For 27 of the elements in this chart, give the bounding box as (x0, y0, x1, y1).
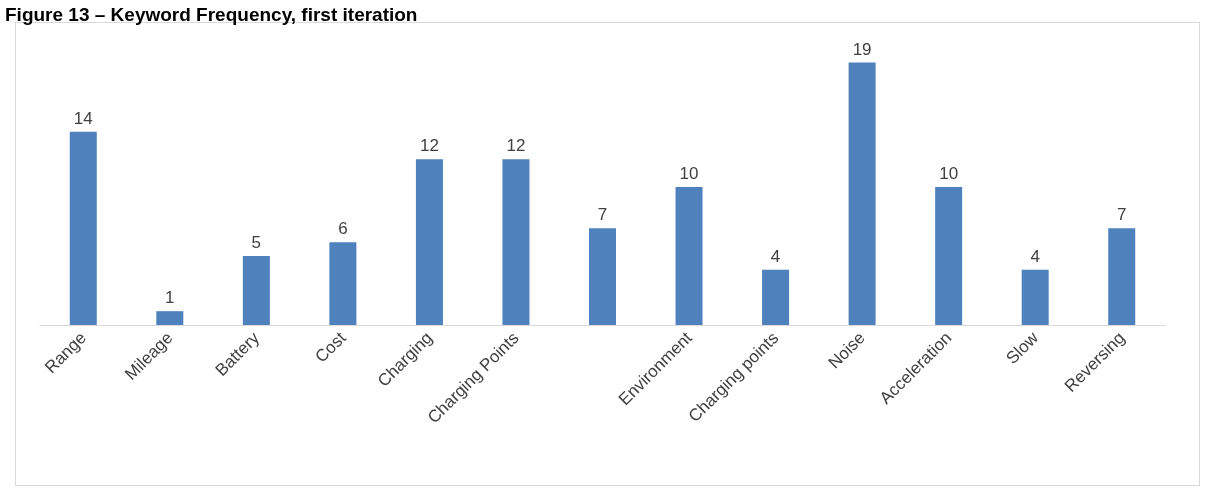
data-label: 10 (939, 163, 959, 183)
bar (1108, 228, 1136, 325)
bar (1021, 269, 1049, 325)
data-label: 7 (1117, 205, 1127, 225)
data-label: 6 (338, 219, 348, 239)
data-label: 14 (73, 108, 93, 128)
bar (848, 62, 876, 325)
data-label: 4 (770, 246, 781, 266)
data-label: 12 (506, 136, 526, 156)
bar (156, 311, 184, 325)
bar (675, 186, 703, 325)
data-label: 5 (251, 232, 262, 252)
bar (329, 242, 357, 325)
data-label: 12 (419, 136, 439, 156)
bar (762, 269, 790, 325)
bar (69, 131, 97, 325)
chart-title: Figure 13 – Keyword Frequency, first iteration (5, 4, 418, 25)
data-label: 7 (597, 205, 608, 225)
data-label: 19 (852, 39, 872, 59)
data-label: 10 (679, 163, 699, 183)
bar (935, 186, 963, 325)
bar (415, 159, 443, 325)
bar (242, 255, 270, 325)
data-label: 1 (165, 288, 175, 308)
bar (502, 159, 530, 325)
bar (589, 228, 616, 325)
data-label: 4 (1030, 246, 1040, 266)
